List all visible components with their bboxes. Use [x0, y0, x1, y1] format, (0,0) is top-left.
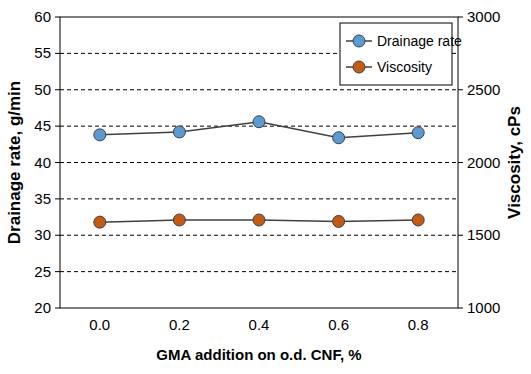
tick	[458, 235, 463, 236]
y-tick-label: 30	[34, 226, 51, 243]
chart: 20 25 30 35 40 45 50 55 60 1000 1500 2000 2500 3000 0.…	[0, 0, 531, 374]
y-tick-label: 50	[34, 81, 51, 98]
tick	[458, 162, 463, 163]
x-axis-title: GMA addition on o.d. CNF, %	[156, 346, 361, 363]
x-tick-label: 0.8	[408, 316, 429, 333]
tick	[55, 308, 60, 309]
marker	[94, 129, 106, 141]
tick	[55, 89, 60, 90]
y-tick-label: 40	[34, 154, 51, 171]
y2-tick-label: 3000	[467, 8, 500, 25]
marker	[412, 214, 424, 226]
y2-axis-title: Viscosity, cPs	[505, 106, 524, 219]
y-axis-title: Drainage rate, g/min	[5, 81, 24, 244]
tick	[55, 162, 60, 163]
y2-tick-label: 1500	[467, 226, 500, 243]
grid-line	[60, 198, 458, 199]
grid-line	[60, 271, 458, 272]
marker	[333, 215, 345, 227]
tick	[458, 308, 463, 309]
marker	[253, 116, 265, 128]
legend-marker	[353, 35, 365, 47]
tick	[458, 17, 463, 18]
x-tick-label: 0.0	[89, 316, 110, 333]
series-group	[94, 116, 424, 228]
y-tick-label: 20	[34, 299, 51, 316]
x-tick-label: 0.6	[328, 316, 349, 333]
y-tick-label: 55	[34, 44, 51, 61]
marker	[412, 127, 424, 139]
x-tick-label: 0.4	[249, 316, 270, 333]
marker	[94, 216, 106, 228]
legend-marker	[353, 61, 365, 73]
legend-label: Viscosity	[377, 59, 432, 75]
marker	[173, 214, 185, 226]
tick	[55, 235, 60, 236]
marker	[173, 126, 185, 138]
plot-frame	[60, 17, 458, 308]
tick	[55, 53, 60, 54]
grid-line	[60, 162, 458, 163]
tick	[55, 17, 60, 18]
y2-tick-label: 2500	[467, 81, 500, 98]
tick	[55, 198, 60, 199]
y2-tick-label: 1000	[467, 299, 500, 316]
grid-line	[60, 89, 458, 90]
y2-tick-label: 2000	[467, 154, 500, 171]
x-tick-label: 0.2	[169, 316, 190, 333]
tick	[55, 126, 60, 127]
y-tick-label: 45	[34, 117, 51, 134]
y-tick-label: 25	[34, 263, 51, 280]
marker	[253, 214, 265, 226]
marker	[333, 132, 345, 144]
tick	[55, 271, 60, 272]
legend-label: Drainage rate	[377, 33, 462, 49]
y-tick-label: 35	[34, 190, 51, 207]
tick	[458, 89, 463, 90]
grid-line	[60, 235, 458, 236]
y-tick-label: 60	[34, 8, 51, 25]
